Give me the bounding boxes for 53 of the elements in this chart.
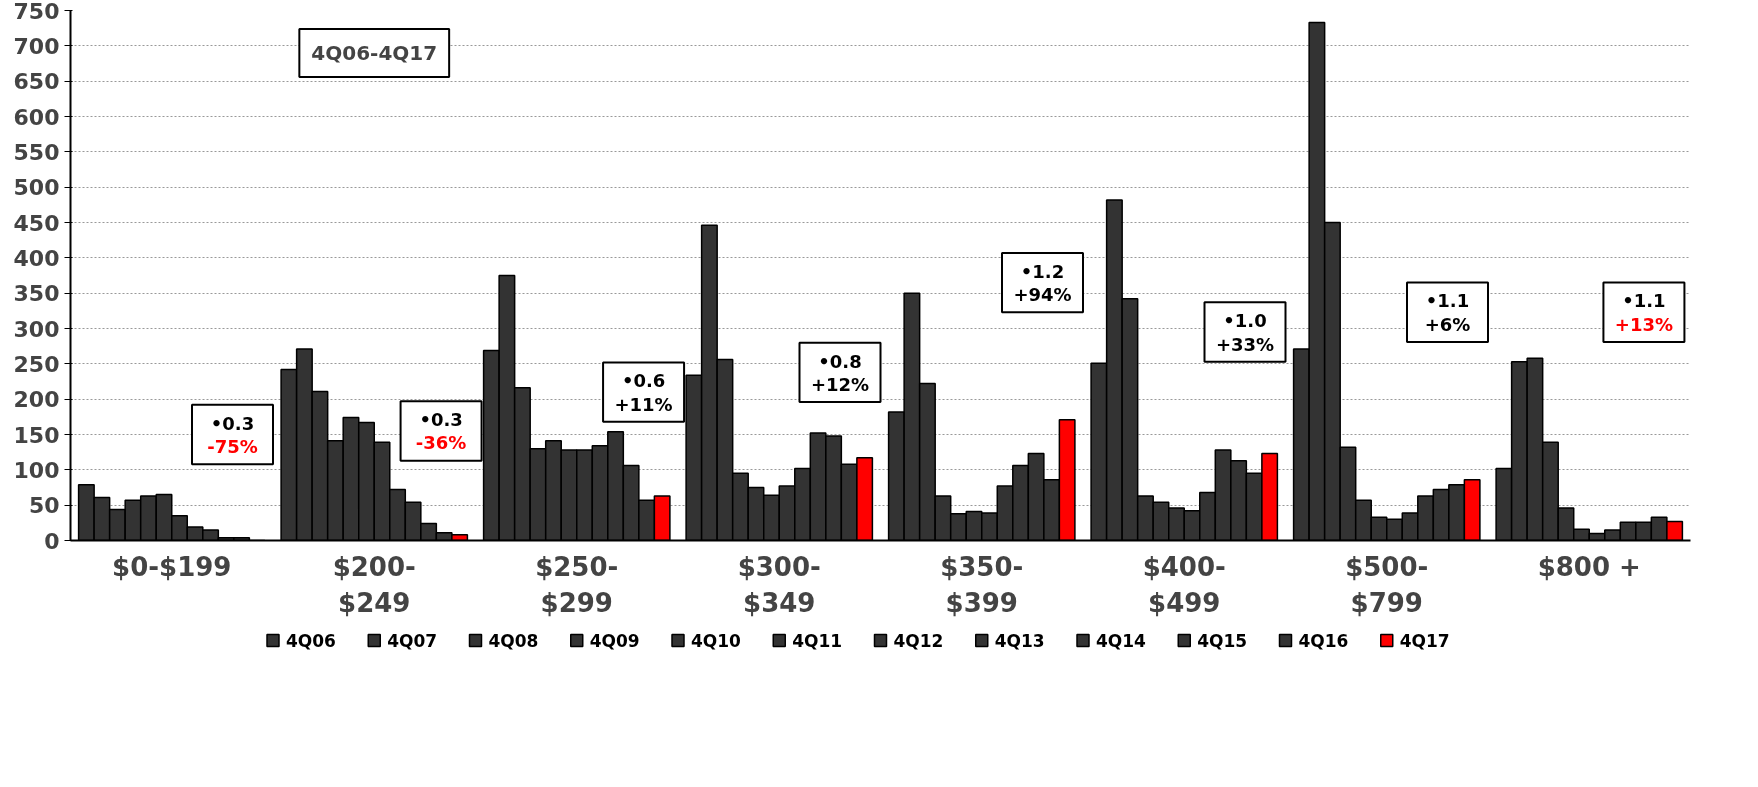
annotation: +33% bbox=[1215, 333, 1275, 355]
annotation: •0.3 bbox=[419, 409, 463, 431]
annotation: 4Q06-4Q17 bbox=[311, 40, 438, 65]
annotation: •0.8 bbox=[818, 350, 862, 372]
annotation: -36% bbox=[415, 432, 467, 454]
annotation: -75% bbox=[207, 436, 258, 458]
x-tick-label: $300- $349 bbox=[737, 551, 821, 618]
legend-label: 4Q17 bbox=[1399, 630, 1450, 651]
x-tick-label: $800 + bbox=[1537, 551, 1641, 582]
annotation: •1.1 bbox=[1425, 290, 1470, 312]
y-tick-label: 300 bbox=[13, 316, 60, 342]
annotation: +13% bbox=[1614, 313, 1674, 335]
annotation: •1.0 bbox=[1223, 310, 1267, 332]
legend-label: 4Q06 bbox=[285, 630, 336, 651]
y-tick-label: 150 bbox=[13, 422, 60, 448]
legend-label: 4Q07 bbox=[387, 630, 438, 651]
y-tick-label: 650 bbox=[13, 69, 60, 95]
y-tick-label: 400 bbox=[13, 245, 60, 271]
annotation: •1.2 bbox=[1020, 260, 1065, 282]
x-tick-label: $250- $299 bbox=[535, 551, 619, 618]
annotation: •0.3 bbox=[210, 412, 255, 434]
y-tick-label: 50 bbox=[28, 493, 60, 519]
x-tick-label: $0-$199 bbox=[112, 551, 232, 582]
x-tick-label: $200- $249 bbox=[332, 551, 416, 618]
legend-label: 4Q14 bbox=[1095, 630, 1147, 651]
legend-label: 4Q16 bbox=[1298, 630, 1349, 651]
y-tick-label: 0 bbox=[44, 528, 60, 554]
legend-label: 4Q11 bbox=[792, 630, 843, 651]
annotation: +12% bbox=[810, 373, 870, 395]
x-tick-label: $500- $799 bbox=[1345, 551, 1429, 618]
legend-label: 4Q13 bbox=[994, 630, 1045, 651]
annotation: +11% bbox=[614, 393, 673, 415]
x-tick-label: $400- $499 bbox=[1142, 551, 1226, 618]
annotation: +6% bbox=[1424, 313, 1471, 335]
y-tick-label: 550 bbox=[13, 139, 60, 165]
annotation: •1.1 bbox=[1622, 290, 1666, 312]
legend-label: 4Q08 bbox=[488, 630, 539, 651]
y-tick-label: 750 bbox=[13, 0, 60, 24]
y-tick-label: 450 bbox=[13, 210, 60, 236]
y-tick-label: 600 bbox=[13, 104, 60, 130]
legend-label: 4Q15 bbox=[1197, 630, 1248, 651]
y-tick-label: 350 bbox=[13, 281, 60, 307]
x-tick-label: $350- $399 bbox=[940, 551, 1024, 618]
annotation: •0.6 bbox=[621, 370, 666, 392]
legend-label: 4Q12 bbox=[893, 630, 944, 651]
y-tick-label: 250 bbox=[13, 351, 60, 377]
annotation: +94% bbox=[1013, 284, 1072, 306]
y-tick-label: 100 bbox=[13, 457, 60, 483]
legend-label: 4Q10 bbox=[690, 630, 742, 651]
legend-label: 4Q09 bbox=[589, 630, 640, 651]
y-tick-label: 200 bbox=[13, 387, 60, 413]
y-tick-label: 700 bbox=[13, 33, 60, 59]
y-tick-label: 500 bbox=[13, 175, 60, 201]
